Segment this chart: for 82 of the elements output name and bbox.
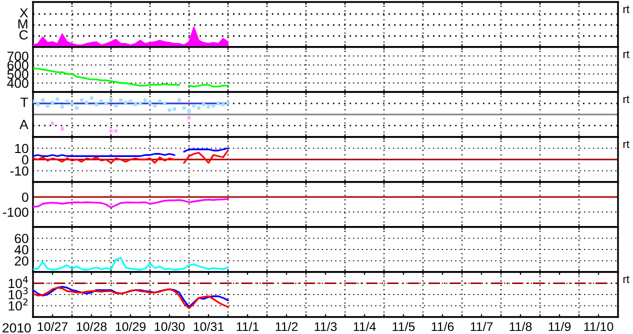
text: rt bbox=[623, 50, 630, 58]
y-tick-label: 60 bbox=[14, 234, 28, 244]
point bbox=[36, 102, 40, 106]
point bbox=[75, 106, 79, 110]
x-tick-label: 11/2 bbox=[276, 322, 298, 332]
y-tick-label: 10$^{3}$ bbox=[8, 287, 28, 300]
point bbox=[197, 106, 200, 110]
x-tick-label: 10/29 bbox=[116, 322, 146, 332]
y-tick-label: 0 bbox=[22, 192, 28, 202]
point bbox=[221, 102, 225, 106]
y-tick-label: 10 bbox=[15, 144, 28, 154]
x-tick-label: 11/8 bbox=[510, 322, 532, 332]
x-axis-title: 2010 bbox=[2, 323, 31, 333]
text: rt bbox=[623, 140, 630, 148]
point bbox=[206, 105, 210, 108]
y-tick-label: 40 bbox=[14, 245, 28, 254]
point bbox=[158, 100, 162, 103]
line-series bbox=[33, 198, 229, 208]
point bbox=[143, 98, 147, 102]
y-tick-label: 0 bbox=[22, 155, 28, 164]
point bbox=[172, 107, 176, 111]
ref-line-label: M bbox=[18, 19, 28, 28]
text: rt bbox=[623, 6, 630, 14]
point bbox=[128, 100, 132, 103]
point bbox=[134, 102, 138, 106]
y-tick-label: 10$^{2}$ bbox=[8, 298, 28, 311]
point bbox=[100, 100, 103, 103]
point bbox=[84, 100, 88, 104]
ref-line-label: C bbox=[19, 30, 28, 40]
point bbox=[80, 98, 84, 102]
x-tick-label: 11/3 bbox=[314, 322, 337, 332]
point bbox=[178, 98, 181, 102]
point bbox=[124, 100, 128, 104]
point bbox=[56, 97, 60, 101]
x-tick-label: 11/1 bbox=[236, 322, 259, 332]
y-tick-label: 600 bbox=[7, 60, 28, 70]
x-tick-label: 10/28 bbox=[76, 322, 107, 332]
point bbox=[94, 102, 98, 106]
x-tick-label: 11/4 bbox=[354, 322, 376, 332]
y-tick-label: 400 bbox=[7, 78, 28, 88]
text: rt bbox=[623, 276, 630, 284]
y-tick-label: 700 bbox=[8, 52, 28, 61]
x-tick-label: 11/9 bbox=[548, 322, 571, 332]
point bbox=[212, 104, 216, 108]
point bbox=[202, 102, 206, 106]
x-tick-label: 11/7 bbox=[470, 322, 493, 332]
point bbox=[182, 106, 186, 110]
point bbox=[41, 98, 44, 102]
point bbox=[65, 100, 69, 103]
point bbox=[60, 127, 64, 131]
point bbox=[109, 97, 113, 101]
y-tick-label: 20 bbox=[14, 256, 28, 266]
text: rt bbox=[623, 96, 630, 104]
point bbox=[119, 98, 122, 102]
y-tick-label: 10$^{4}$ bbox=[8, 276, 28, 288]
y-tick-label: -100 bbox=[3, 208, 28, 217]
point bbox=[50, 122, 54, 125]
y-tick-label: 500 bbox=[7, 70, 28, 79]
x-tick-label: 11/6 bbox=[432, 322, 454, 332]
point bbox=[60, 105, 64, 108]
point bbox=[114, 104, 118, 108]
ref-line-label: A bbox=[20, 120, 28, 129]
point bbox=[104, 102, 108, 106]
x-tick-label: 11/10 bbox=[584, 322, 614, 332]
line-series bbox=[33, 257, 229, 271]
point bbox=[187, 116, 191, 120]
point bbox=[216, 102, 220, 106]
y-tick-label: -10 bbox=[10, 166, 28, 176]
x-tick-label: 10/27 bbox=[38, 322, 68, 332]
point bbox=[192, 104, 196, 108]
point bbox=[187, 110, 191, 113]
ref-line-label: T bbox=[20, 98, 28, 107]
point bbox=[153, 104, 157, 108]
x-tick-label: 10/30 bbox=[154, 322, 185, 332]
point bbox=[70, 102, 74, 106]
point bbox=[46, 104, 50, 108]
point bbox=[114, 129, 118, 133]
ref-line-label: X bbox=[20, 8, 28, 18]
x-tick-label: 11/5 bbox=[392, 322, 415, 332]
point bbox=[138, 102, 142, 106]
x-tick-label: 10/31 bbox=[194, 322, 224, 332]
point bbox=[162, 102, 166, 106]
